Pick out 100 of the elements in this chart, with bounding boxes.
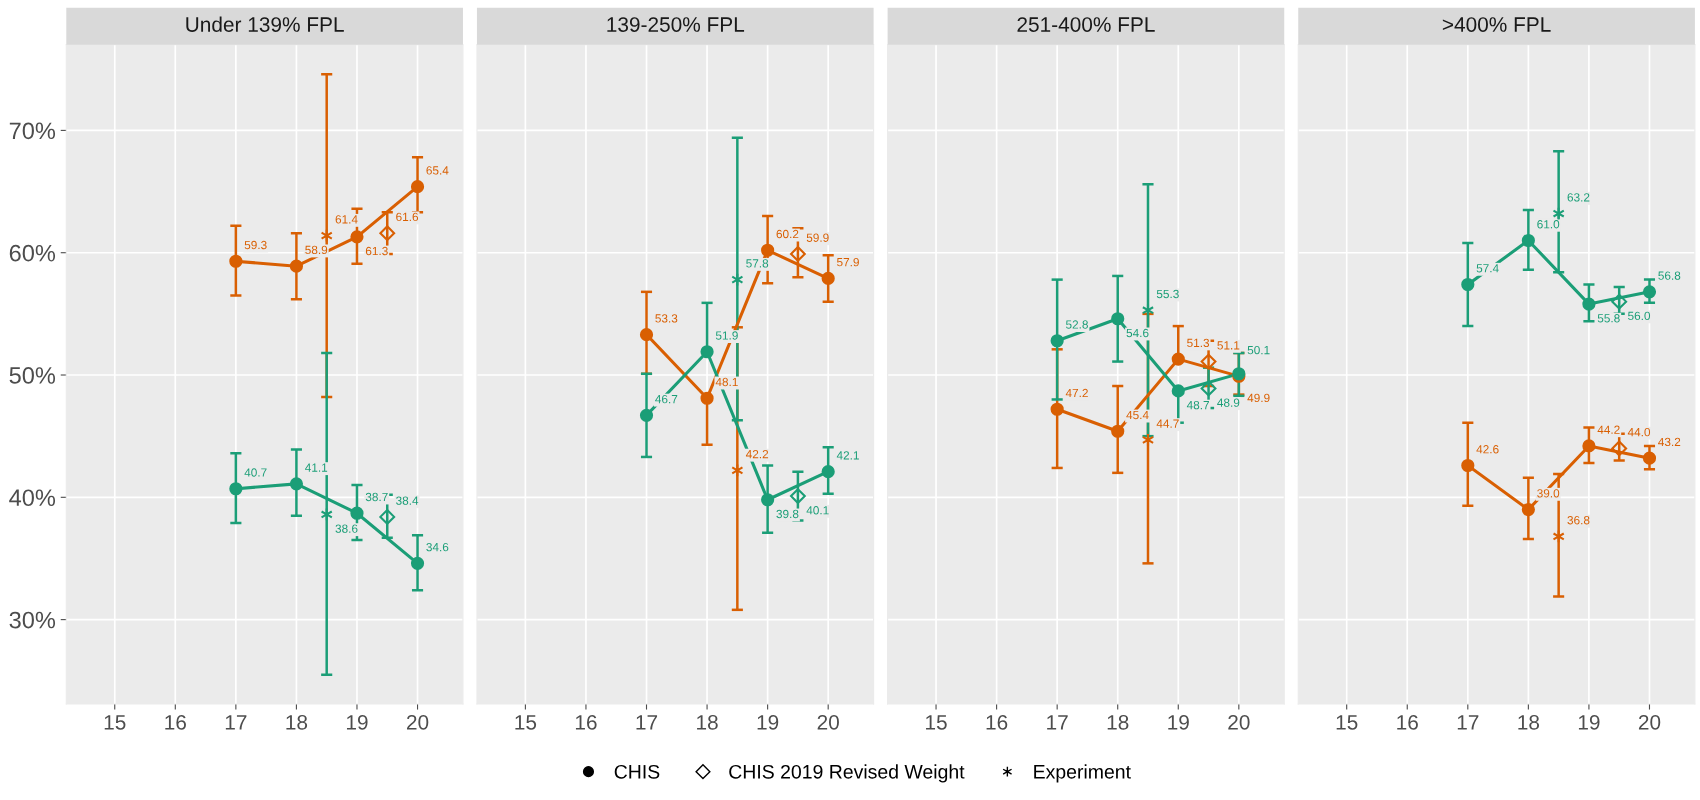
- data-label: 42.6: [1476, 445, 1499, 454]
- x-tick-label: 20: [1638, 714, 1661, 730]
- data-label: 61.0: [1537, 220, 1560, 229]
- x-tick-label: 16: [986, 714, 1008, 730]
- data-label: 38.6: [335, 524, 358, 533]
- x-tick-label: 20: [817, 714, 839, 730]
- point: [789, 246, 806, 262]
- point: [1111, 312, 1125, 326]
- data-label: 49.9: [1247, 393, 1270, 403]
- data-label: 39.8: [776, 509, 799, 519]
- data-label: 63.2: [1567, 193, 1590, 202]
- data-label: 52.8: [1065, 320, 1088, 329]
- data-label: 54.6: [1126, 328, 1149, 338]
- data-label: 44.2: [1597, 425, 1620, 434]
- point: [1050, 402, 1064, 416]
- y-tick-label: 50%: [9, 367, 56, 384]
- point: [350, 230, 364, 244]
- x-tick-label: 20: [406, 714, 429, 730]
- data-label: 57.8: [746, 259, 769, 268]
- data-label: 44.7: [1156, 419, 1179, 428]
- x-tick-label: 15: [515, 715, 537, 730]
- point: [410, 180, 425, 194]
- x-tick-label: 18: [1518, 714, 1540, 730]
- x-tick-label: 15: [104, 715, 126, 730]
- x-tick-label: 16: [575, 714, 597, 730]
- data-label: 45.4: [1126, 410, 1149, 420]
- x-tick-label: 18: [697, 714, 718, 730]
- point: [639, 408, 654, 422]
- data-label: 53.3: [655, 314, 678, 323]
- point: [1171, 384, 1185, 398]
- data-label: 51.9: [715, 331, 738, 340]
- point: [821, 465, 835, 479]
- x-tick-label: 19: [757, 714, 779, 730]
- point: [379, 508, 396, 525]
- point: [1171, 352, 1185, 366]
- x-tick-label: 19: [1168, 714, 1189, 730]
- x-tick-label: 19: [346, 714, 368, 730]
- point: [1521, 502, 1535, 517]
- point: [289, 477, 304, 491]
- x-tick-label: 17: [1457, 715, 1479, 730]
- data-label: 57.9: [836, 257, 859, 267]
- data-label: 55.3: [1156, 289, 1179, 299]
- data-label: 61.3: [365, 246, 388, 256]
- data-label: 34.6: [426, 542, 449, 552]
- y-tick-label: 60%: [9, 244, 56, 262]
- point: [1611, 440, 1628, 457]
- data-label: 58.9: [305, 245, 328, 255]
- x-tick-label: 17: [225, 715, 247, 730]
- point: [1521, 233, 1535, 248]
- data-label: 59.3: [244, 240, 267, 250]
- data-label: 48.7: [1186, 400, 1209, 410]
- data-label: 60.2: [776, 229, 799, 239]
- chart-title: 251-400% FPL: [1017, 17, 1155, 32]
- text: Experiment: [1034, 764, 1131, 783]
- x-tick-label: 17: [636, 715, 658, 730]
- data-label: 56.0: [1628, 311, 1651, 321]
- chart-title: Under 139% FPL: [186, 16, 344, 32]
- point: [379, 225, 396, 242]
- text: CHIS 2019 Revised Weight: [729, 764, 965, 783]
- data-label: 61.6: [396, 212, 419, 222]
- data-label: 59.9: [806, 233, 829, 242]
- x-tick-label: 20: [1228, 714, 1250, 730]
- point: [1461, 277, 1475, 292]
- y-tick-label: 70%: [9, 122, 56, 140]
- point: [1461, 458, 1475, 473]
- data-label: 42.2: [745, 449, 769, 459]
- data-label: 51.3: [1187, 338, 1210, 348]
- data-label: 57.4: [1476, 264, 1499, 273]
- data-label: 65.4: [426, 166, 449, 175]
- data-label: 50.1: [1247, 345, 1270, 355]
- data-label: 56.8: [1658, 271, 1681, 280]
- data-label: 38.4: [396, 496, 419, 505]
- data-label: 47.2: [1065, 388, 1088, 398]
- point: [761, 493, 775, 507]
- data-label: 42.1: [836, 451, 859, 460]
- data-label: 43.2: [1658, 437, 1681, 447]
- data-label: 61.4: [335, 215, 358, 224]
- point: [289, 259, 304, 273]
- data-label: 39.0: [1537, 489, 1560, 498]
- y-tick-label: 40%: [9, 489, 56, 507]
- point: [1200, 353, 1217, 370]
- point: [410, 556, 425, 570]
- point: [700, 345, 714, 359]
- point: [1582, 297, 1596, 311]
- data-label: 40.1: [806, 506, 829, 515]
- x-tick-label: 18: [286, 714, 308, 730]
- point: [789, 488, 806, 504]
- data-label: 55.8: [1597, 314, 1620, 323]
- data-label: 40.7: [244, 468, 267, 477]
- point: [821, 271, 835, 285]
- point: [229, 482, 243, 496]
- y-tick-label: 30%: [9, 611, 56, 629]
- data-label: 48.9: [1217, 398, 1240, 407]
- text: CHIS: [614, 764, 660, 779]
- data-label: 41.1: [305, 463, 328, 472]
- chart-title: 139-250% FPL: [607, 17, 745, 32]
- x-tick-label: 16: [1397, 714, 1418, 730]
- point: [1642, 285, 1657, 299]
- point: [639, 328, 654, 342]
- x-tick-label: 16: [165, 714, 186, 730]
